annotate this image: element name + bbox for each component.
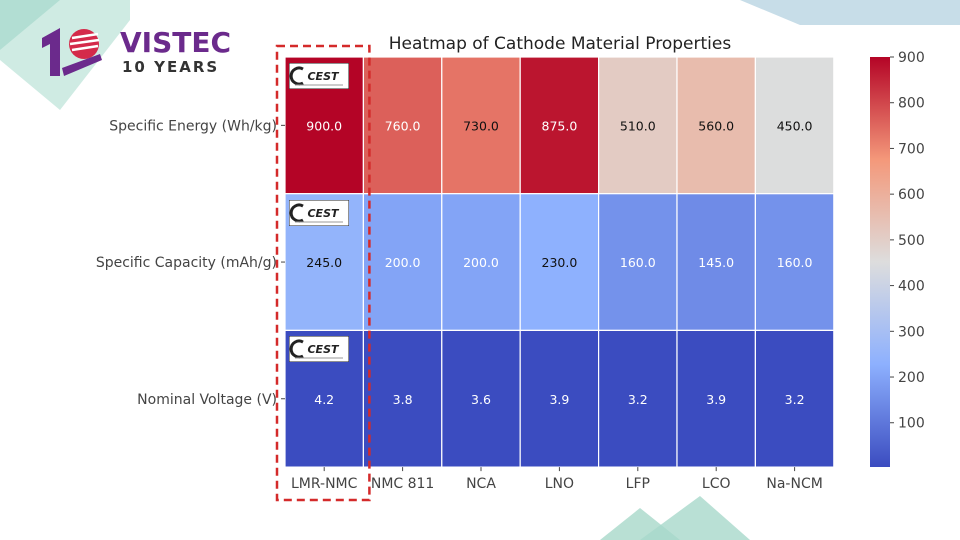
- cell-value-label: 760.0: [385, 118, 421, 133]
- x-tick-label: LCO: [702, 476, 731, 492]
- brand-name: VISTEC: [120, 26, 232, 59]
- cell-value-label: 3.2: [628, 392, 648, 407]
- x-tick-label: LMR-NMC: [291, 476, 358, 492]
- heatmap-cell: [362, 329, 443, 468]
- colorbar-tick-label: 800: [898, 96, 925, 112]
- x-tick-label: LFP: [626, 476, 650, 492]
- x-tick-label: NMC 811: [371, 476, 435, 492]
- x-tick-label: NCA: [466, 476, 496, 492]
- colorbar-tick-label: 100: [898, 416, 925, 432]
- heatmap-cell: [519, 193, 600, 331]
- y-tick-label: Nominal Voltage (V): [137, 392, 277, 408]
- cest-logo-icon: CEST: [288, 335, 350, 363]
- cell-value-label: 3.9: [706, 392, 726, 407]
- cell-value-label: 510.0: [620, 118, 656, 133]
- x-tick-label: Na-NCM: [766, 476, 822, 492]
- svg-text:CEST: CEST: [307, 343, 340, 356]
- cell-value-label: 875.0: [542, 118, 578, 133]
- cell-value-label: 145.0: [698, 255, 734, 270]
- cest-logo-icon: CEST: [288, 62, 350, 90]
- cell-value-label: 3.8: [393, 392, 413, 407]
- colorbar-tick-label: 600: [898, 187, 925, 203]
- heatmap-cell: [597, 329, 678, 468]
- cest-badge: CEST: [288, 335, 350, 363]
- cell-value-label: 230.0: [542, 255, 578, 270]
- heatmap-cell: [597, 193, 678, 331]
- heatmap-cell: [519, 329, 600, 468]
- cell-value-label: 4.2: [314, 392, 334, 407]
- colorbar-tick-label: 400: [898, 279, 925, 295]
- svg-text:CEST: CEST: [307, 70, 340, 83]
- cell-value-label: 160.0: [777, 255, 813, 270]
- brand-tagline: 10 YEARS: [122, 58, 220, 76]
- heatmap-cell: [754, 56, 835, 195]
- vistec-emblem-icon: [42, 28, 102, 76]
- cell-value-label: 200.0: [463, 255, 499, 270]
- heatmap-cell: [676, 193, 757, 331]
- heatmap-cell: [754, 193, 835, 331]
- svg-text:CEST: CEST: [307, 207, 340, 220]
- cell-value-label: 730.0: [463, 118, 499, 133]
- y-tick-label: Specific Energy (Wh/kg): [109, 118, 277, 134]
- cell-value-label: 900.0: [306, 118, 342, 133]
- heatmap-cell: [754, 329, 835, 468]
- cell-value-label: 450.0: [777, 118, 813, 133]
- cest-logo-icon: CEST: [288, 199, 350, 227]
- cell-value-label: 245.0: [306, 255, 342, 270]
- heatmap-cell: [362, 56, 443, 195]
- cell-value-label: 200.0: [385, 255, 421, 270]
- colorbar-tick-label: 300: [898, 324, 925, 340]
- colorbar-tick-label: 500: [898, 233, 925, 249]
- cell-value-label: 3.2: [785, 392, 805, 407]
- x-tick-label: LNO: [545, 476, 574, 492]
- heatmap-cell: [519, 56, 600, 195]
- cell-value-label: 3.9: [549, 392, 569, 407]
- colorbar: [870, 57, 890, 467]
- highlight-box: [275, 44, 371, 502]
- cell-value-label: 560.0: [698, 118, 734, 133]
- heatmap-cell: [441, 193, 521, 331]
- cell-value-label: 3.6: [471, 392, 491, 407]
- vistec-logo: VISTEC 10 YEARS: [40, 24, 240, 80]
- cest-badge: CEST: [288, 62, 350, 90]
- heatmap-cell: [441, 329, 521, 468]
- cest-badge: CEST: [288, 199, 350, 227]
- colorbar-tick-label: 700: [898, 141, 925, 157]
- heatmap-cell: [441, 56, 521, 195]
- colorbar-tick-label: 900: [898, 50, 925, 66]
- heatmap-cell: [676, 329, 757, 468]
- heatmap-cell: [676, 56, 757, 195]
- chart-title: Heatmap of Cathode Material Properties: [389, 34, 732, 54]
- cell-value-label: 160.0: [620, 255, 656, 270]
- colorbar-tick-label: 200: [898, 370, 925, 386]
- y-tick-label: Specific Capacity (mAh/g): [96, 255, 277, 271]
